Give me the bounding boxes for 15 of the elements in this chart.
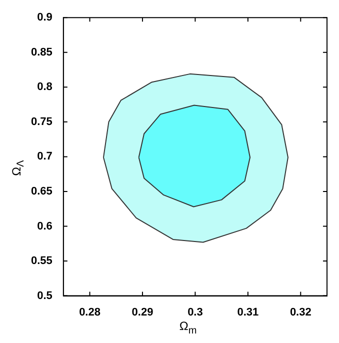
- x-tick-label: 0.31: [237, 306, 259, 318]
- y-tick-label: 0.5: [37, 290, 52, 302]
- y-tick-label: 0.65: [30, 186, 52, 198]
- x-tick-label: 0.32: [290, 306, 312, 318]
- x-tick-label: 0.28: [79, 306, 100, 318]
- y-tick-label: 0.55: [30, 255, 52, 268]
- y-tick-label: 0.8: [37, 81, 52, 94]
- y-tick-label: 0.85: [30, 46, 52, 58]
- y-tick-label: 0.6: [37, 220, 52, 232]
- y-tick-label: 0.7: [37, 150, 52, 163]
- x-axis-title: Ω$_{m}$: [179, 319, 197, 336]
- x-tick-label: 0.3: [188, 306, 203, 318]
- y-tick-label: 0.75: [30, 116, 52, 128]
- y-tick-label: 0.9: [37, 12, 52, 24]
- x-tick-label: 0.29: [132, 306, 154, 318]
